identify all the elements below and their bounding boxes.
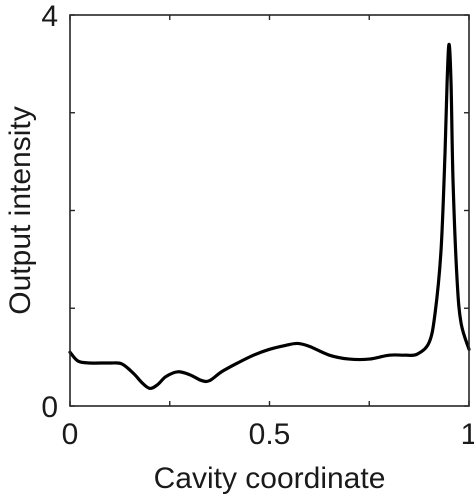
y-tick-label: 0 <box>41 391 58 424</box>
series-line-output-intensity <box>68 42 471 391</box>
x-tick-label: 0.5 <box>249 418 291 451</box>
tick-labels-layer: 0 0.5 1 0 4 <box>41 0 474 451</box>
x-axis-label: Cavity coordinate <box>154 462 386 495</box>
y-tick-label: 4 <box>41 0 58 33</box>
ticks-layer <box>69 14 470 407</box>
y-axis-label: Output intensity <box>4 106 37 314</box>
x-tick-label: 0 <box>62 418 79 451</box>
x-tick-label: 1 <box>461 418 474 451</box>
plot-frame <box>69 14 470 407</box>
